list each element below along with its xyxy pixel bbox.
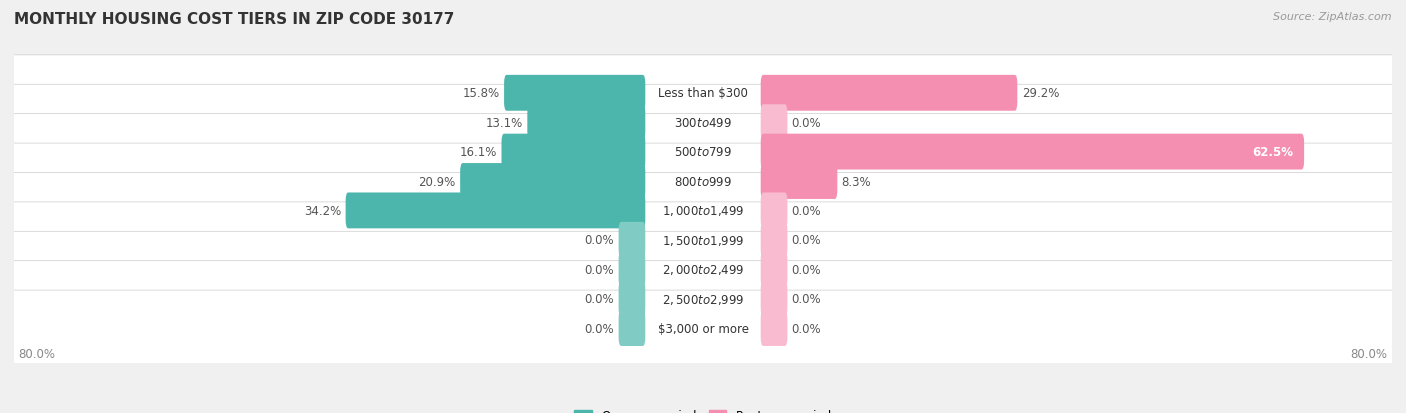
- Text: 0.0%: 0.0%: [585, 292, 614, 305]
- Text: 0.0%: 0.0%: [585, 234, 614, 247]
- Text: $300 to $499: $300 to $499: [673, 116, 733, 129]
- FancyBboxPatch shape: [505, 76, 645, 112]
- Text: Source: ZipAtlas.com: Source: ZipAtlas.com: [1274, 12, 1392, 22]
- Text: $1,000 to $1,499: $1,000 to $1,499: [662, 204, 744, 218]
- FancyBboxPatch shape: [502, 134, 645, 170]
- FancyBboxPatch shape: [460, 164, 645, 199]
- FancyBboxPatch shape: [7, 290, 1399, 366]
- Text: 20.9%: 20.9%: [419, 175, 456, 188]
- FancyBboxPatch shape: [619, 281, 645, 317]
- Text: MONTHLY HOUSING COST TIERS IN ZIP CODE 30177: MONTHLY HOUSING COST TIERS IN ZIP CODE 3…: [14, 12, 454, 27]
- Text: 29.2%: 29.2%: [1022, 87, 1059, 100]
- FancyBboxPatch shape: [7, 261, 1399, 337]
- FancyBboxPatch shape: [7, 144, 1399, 219]
- FancyBboxPatch shape: [761, 252, 787, 287]
- FancyBboxPatch shape: [761, 164, 838, 199]
- FancyBboxPatch shape: [761, 222, 787, 258]
- Text: 62.5%: 62.5%: [1251, 146, 1294, 159]
- FancyBboxPatch shape: [619, 310, 645, 346]
- Text: Less than $300: Less than $300: [658, 87, 748, 100]
- Legend: Owner-occupied, Renter-occupied: Owner-occupied, Renter-occupied: [569, 404, 837, 413]
- FancyBboxPatch shape: [761, 310, 787, 346]
- Text: $2,500 to $2,999: $2,500 to $2,999: [662, 292, 744, 306]
- Text: 0.0%: 0.0%: [792, 204, 821, 217]
- FancyBboxPatch shape: [7, 56, 1399, 131]
- FancyBboxPatch shape: [7, 114, 1399, 190]
- Text: 15.8%: 15.8%: [463, 87, 499, 100]
- FancyBboxPatch shape: [761, 76, 1018, 112]
- FancyBboxPatch shape: [761, 105, 787, 141]
- Text: 16.1%: 16.1%: [460, 146, 498, 159]
- Text: 80.0%: 80.0%: [18, 347, 55, 360]
- Text: 13.1%: 13.1%: [485, 116, 523, 129]
- Text: 0.0%: 0.0%: [792, 322, 821, 335]
- FancyBboxPatch shape: [761, 281, 787, 317]
- Text: 0.0%: 0.0%: [792, 292, 821, 305]
- FancyBboxPatch shape: [761, 134, 1305, 170]
- FancyBboxPatch shape: [7, 173, 1399, 249]
- Text: $2,000 to $2,499: $2,000 to $2,499: [662, 263, 744, 277]
- Text: 0.0%: 0.0%: [792, 263, 821, 276]
- Text: 8.3%: 8.3%: [842, 175, 872, 188]
- FancyBboxPatch shape: [7, 232, 1399, 307]
- FancyBboxPatch shape: [761, 193, 787, 229]
- Text: 34.2%: 34.2%: [304, 204, 342, 217]
- FancyBboxPatch shape: [7, 85, 1399, 161]
- FancyBboxPatch shape: [527, 105, 645, 141]
- Text: $800 to $999: $800 to $999: [673, 175, 733, 188]
- Text: $3,000 or more: $3,000 or more: [658, 322, 748, 335]
- Text: $1,500 to $1,999: $1,500 to $1,999: [662, 233, 744, 247]
- FancyBboxPatch shape: [619, 222, 645, 258]
- Text: $500 to $799: $500 to $799: [673, 146, 733, 159]
- FancyBboxPatch shape: [7, 202, 1399, 278]
- FancyBboxPatch shape: [346, 193, 645, 229]
- FancyBboxPatch shape: [619, 252, 645, 287]
- Text: 0.0%: 0.0%: [585, 322, 614, 335]
- Text: 0.0%: 0.0%: [792, 234, 821, 247]
- Text: 0.0%: 0.0%: [792, 116, 821, 129]
- Text: 80.0%: 80.0%: [1351, 347, 1388, 360]
- Text: 0.0%: 0.0%: [585, 263, 614, 276]
